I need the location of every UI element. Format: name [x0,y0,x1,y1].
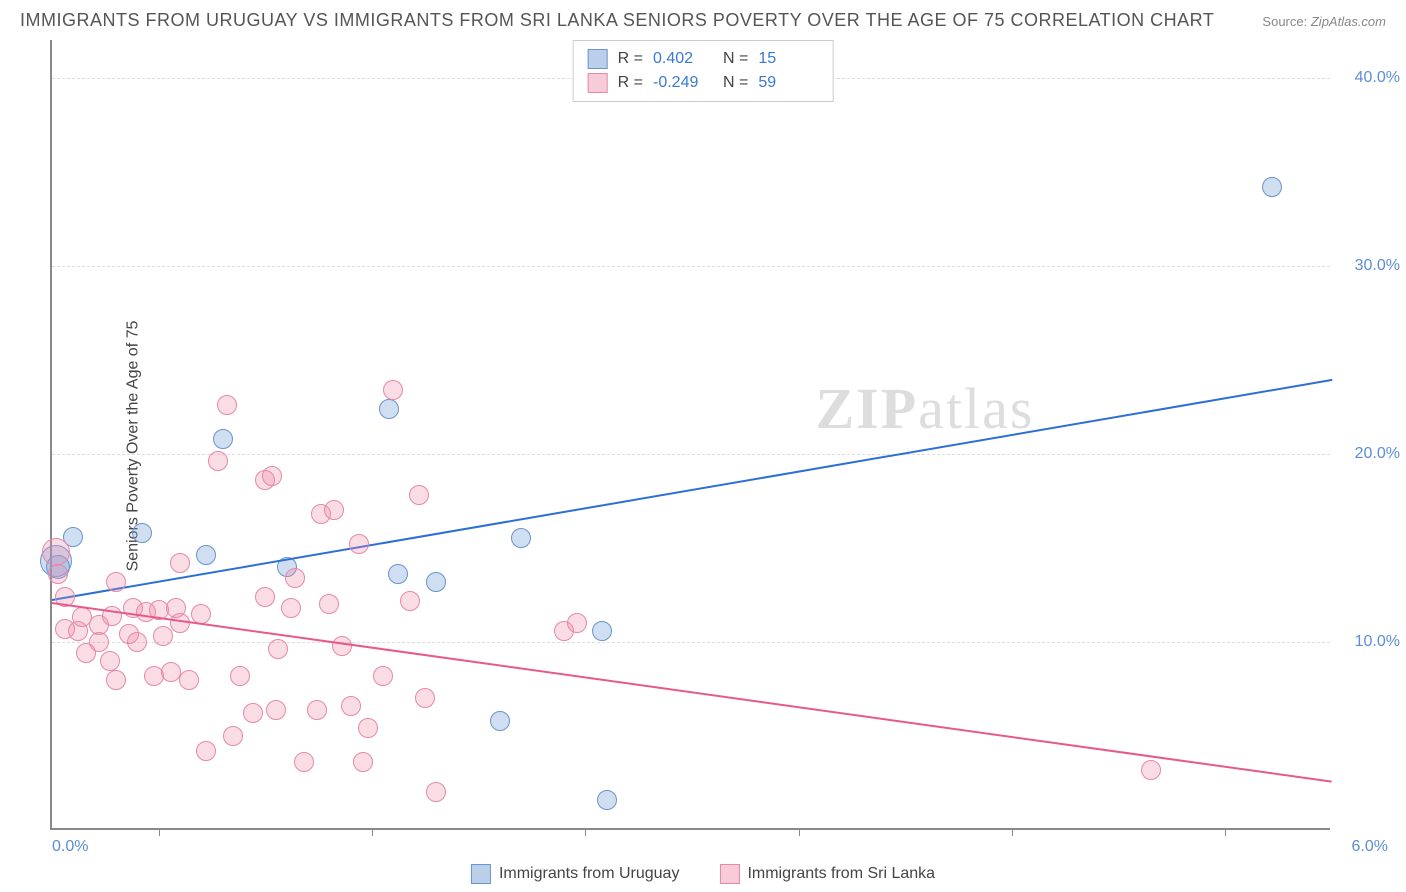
plot-area: 10.0%20.0%30.0%40.0%0.0%6.0% [50,40,1330,830]
legend-r-value-uruguay: 0.402 [653,47,713,71]
data-point [1141,760,1161,780]
y-tick-label: 20.0% [1355,445,1400,463]
data-point [213,429,233,449]
swatch-blue-icon [471,864,491,884]
data-point [285,568,305,588]
data-point [358,718,378,738]
data-point [42,538,70,566]
data-point [217,395,237,415]
data-point [223,726,243,746]
data-point [170,613,190,633]
data-point [127,632,147,652]
x-tick-label-left: 0.0% [52,838,88,856]
data-point [1262,177,1282,197]
data-point [266,700,286,720]
legend-row-srilanka: R = -0.249 N = 59 [588,71,819,95]
legend-r-value-srilanka: -0.249 [653,71,713,95]
data-point [511,528,531,548]
x-tick-mark [159,828,160,836]
legend-n-value-uruguay: 15 [758,47,818,71]
data-point [255,587,275,607]
legend-r-label: R = [618,71,643,95]
legend-series-label: Immigrants from Uruguay [499,865,680,883]
data-point [294,752,314,772]
y-tick-label: 40.0% [1355,69,1400,87]
data-point [592,621,612,641]
legend-n-label: N = [723,71,748,95]
data-point [106,670,126,690]
data-point [48,564,68,584]
data-point [208,451,228,471]
data-point [243,703,263,723]
data-point [415,688,435,708]
legend-n-value-srilanka: 59 [758,71,818,95]
data-point [196,545,216,565]
swatch-pink-icon [588,73,608,93]
source-label: Source: [1262,14,1307,29]
data-point [153,626,173,646]
data-point [379,399,399,419]
y-tick-label: 10.0% [1355,633,1400,651]
data-point [324,500,344,520]
correlation-legend: R = 0.402 N = 15 R = -0.249 N = 59 [573,40,834,102]
data-point [349,534,369,554]
trend-line [52,379,1332,601]
data-point [490,711,510,731]
chart-title: IMMIGRANTS FROM URUGUAY VS IMMIGRANTS FR… [20,10,1214,31]
data-point [191,604,211,624]
data-point [383,380,403,400]
source-citation: Source: ZipAtlas.com [1262,14,1386,29]
watermark-bold: ZIP [815,376,918,441]
data-point [281,598,301,618]
x-tick-mark [585,828,586,836]
legend-n-label: N = [723,47,748,71]
data-point [106,572,126,592]
gridline [52,266,1330,267]
legend-r-label: R = [618,47,643,71]
data-point [196,741,216,761]
data-point [268,639,288,659]
data-point [100,651,120,671]
data-point [170,553,190,573]
swatch-blue-icon [588,49,608,69]
legend-item-uruguay: Immigrants from Uruguay [471,864,680,884]
x-tick-mark [1012,828,1013,836]
data-point [567,613,587,633]
data-point [332,636,352,656]
data-point [353,752,373,772]
data-point [262,466,282,486]
data-point [179,670,199,690]
series-legend: Immigrants from Uruguay Immigrants from … [471,864,935,884]
data-point [426,782,446,802]
trend-line [52,602,1332,783]
x-tick-mark [1225,828,1226,836]
watermark-rest: atlas [918,376,1034,441]
data-point [400,591,420,611]
data-point [426,572,446,592]
data-point [307,700,327,720]
data-point [388,564,408,584]
watermark: ZIPatlas [815,375,1034,442]
data-point [409,485,429,505]
data-point [132,523,152,543]
gridline [52,454,1330,455]
x-tick-label-right: 6.0% [1352,838,1388,856]
legend-series-label: Immigrants from Sri Lanka [747,865,935,883]
gridline [52,642,1330,643]
x-tick-mark [799,828,800,836]
data-point [341,696,361,716]
legend-row-uruguay: R = 0.402 N = 15 [588,47,819,71]
swatch-pink-icon [719,864,739,884]
data-point [373,666,393,686]
data-point [230,666,250,686]
data-point [319,594,339,614]
data-point [597,790,617,810]
x-tick-mark [372,828,373,836]
source-value: ZipAtlas.com [1311,14,1386,29]
y-tick-label: 30.0% [1355,257,1400,275]
legend-item-srilanka: Immigrants from Sri Lanka [719,864,935,884]
